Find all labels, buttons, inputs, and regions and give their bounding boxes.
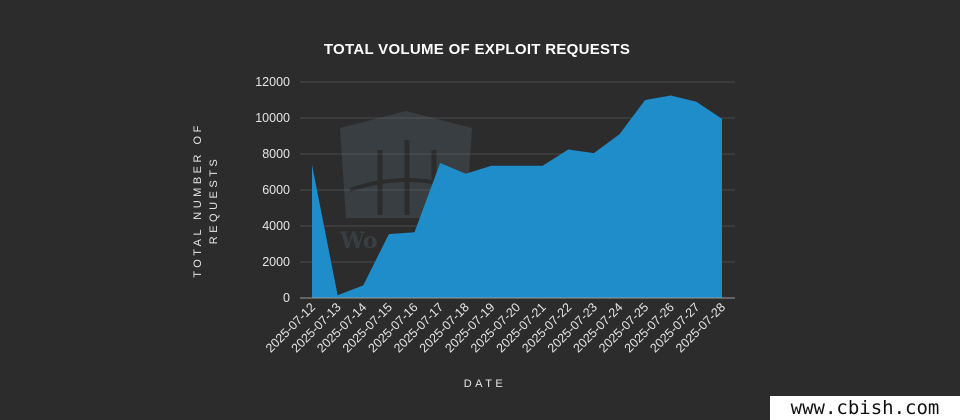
y-tick-labels: 0 2000 4000 6000 8000 10000 12000 (255, 75, 290, 305)
y-tick-label: 0 (283, 291, 290, 305)
x-axis-label: DATE (464, 378, 507, 390)
site-watermark: www.cbish.com (770, 396, 960, 420)
y-tick-label: 6000 (262, 183, 290, 197)
y-axis-label-line-1: TOTAL NUMBER OF (192, 122, 204, 278)
y-tick-label: 12000 (255, 75, 290, 89)
y-axis-label-line-2: REQUESTS (208, 156, 220, 245)
y-tick-label: 2000 (262, 255, 290, 269)
chart-title: TOTAL VOLUME OF EXPLOIT REQUESTS (324, 41, 630, 58)
area-series (312, 95, 722, 298)
watermark-text: Wo (339, 228, 378, 254)
y-tick-label: 10000 (255, 111, 290, 125)
y-tick-label: 8000 (262, 147, 290, 161)
y-tick-label: 4000 (262, 219, 290, 233)
x-tick-labels: 2025-07-122025-07-132025-07-142025-07-15… (263, 300, 728, 355)
